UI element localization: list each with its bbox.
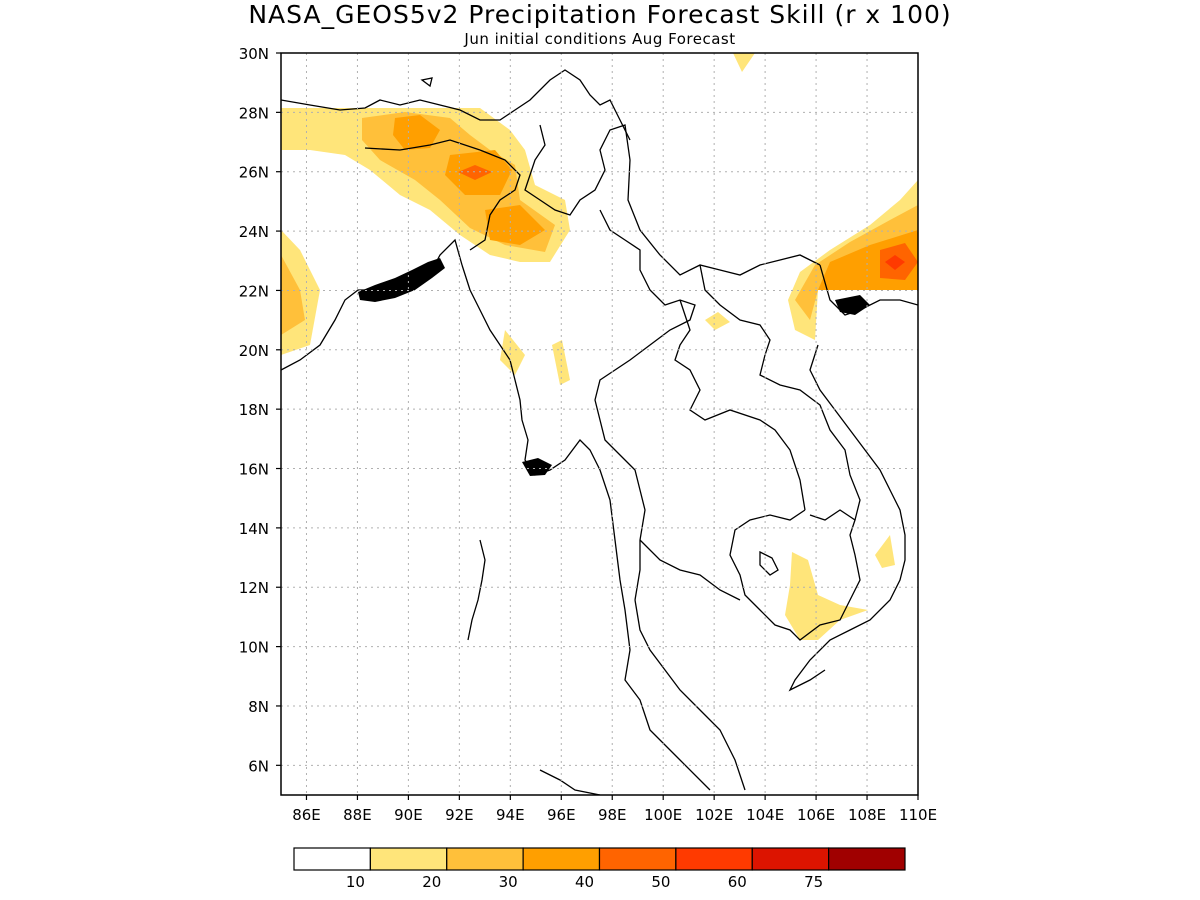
skill-area-10-20-patch-2 [552, 340, 570, 385]
skill-area-10-20-patch [500, 330, 525, 375]
skill-area-10-20-patch-3 [733, 53, 755, 72]
laos-border [699, 264, 861, 521]
skill-area-10-20-south-2 [875, 535, 895, 568]
lat-tick-label: 14N [239, 520, 269, 538]
skill-area-30-40-north-3 [485, 205, 545, 245]
skill-area-50-60-east [885, 255, 905, 270]
red-river-delta [835, 295, 870, 315]
lat-tick-label: 22N [239, 282, 269, 300]
thailand-gulf-coast [634, 599, 746, 791]
lat-tick-label: 26N [239, 164, 269, 182]
myanmar-china-border [524, 124, 821, 276]
colorbar-swatch [522, 847, 601, 871]
lat-tick-label: 6N [248, 757, 269, 775]
colorbar-swatch [675, 847, 753, 871]
skill-area-10-20-south [785, 552, 868, 640]
india-myanmar-border [469, 149, 521, 251]
tonle-sap-lake [759, 550, 779, 576]
bhutan-border [364, 139, 481, 151]
colorbar-swatch [446, 847, 524, 871]
lon-tick-label: 86E [292, 806, 321, 824]
colorbar-label: 10 [346, 873, 365, 891]
ganges-delta [358, 258, 445, 302]
small-island-1 [420, 77, 433, 88]
lon-axis: 86E 88E 90E 92E 94E 96E 98E 100E 102E 104E 106E 108… [292, 795, 937, 824]
lon-tick-label: 104E [746, 806, 784, 824]
lon-tick-label: 94E [496, 806, 525, 824]
colorbar-label: 50 [651, 873, 670, 891]
skill-area-40-50-north [458, 165, 492, 180]
skill-area-20-30-west [281, 255, 305, 335]
lat-tick-label: 8N [248, 698, 269, 716]
irrawaddy-delta [522, 458, 552, 476]
colorbar-label: 20 [422, 873, 441, 891]
map-subtitle: Jun initial conditions Aug Forecast [464, 30, 736, 48]
lon-tick-label: 108E [848, 806, 886, 824]
lat-tick-label: 10N [239, 639, 269, 657]
lon-tick-label: 98E [598, 806, 627, 824]
colorbar-swatch [751, 847, 830, 871]
lon-tick-label: 92E [445, 806, 474, 824]
skill-area-30-40-north [393, 115, 440, 150]
lat-tick-label: 30N [239, 45, 269, 63]
colorbar-label: 30 [499, 873, 518, 891]
lat-tick-label: 20N [239, 342, 269, 360]
lon-tick-label: 90E [394, 806, 423, 824]
lon-tick-label: 88E [343, 806, 372, 824]
map-title: NASA_GEOS5v2 Precipitation Forecast Skil… [248, 0, 952, 29]
colorbar-label: 40 [575, 873, 594, 891]
lat-tick-label: 16N [239, 461, 269, 479]
colorbar-swatch [828, 847, 906, 871]
map-frame [280, 52, 919, 796]
lat-axis: 30N 28N 26N 24N 22N 20N 18N 16N 14N 12N 10N 8N 6N [239, 45, 281, 775]
small-island-2 [539, 769, 601, 795]
colorbar-label: 75 [804, 873, 823, 891]
skill-shading [281, 53, 918, 640]
lat-tick-label: 18N [239, 401, 269, 419]
thailand-laos-border [674, 299, 806, 511]
lat-tick-label: 24N [239, 223, 269, 241]
thailand-inner-gulf [639, 539, 741, 601]
lat-tick-label: 12N [239, 579, 269, 597]
lon-tick-label: 102E [695, 806, 733, 824]
coastlines-borders [281, 69, 918, 795]
lon-tick-label: 96E [547, 806, 576, 824]
lon-tick-label: 100E [644, 806, 682, 824]
himalaya-border [281, 69, 631, 141]
gridlines [281, 53, 918, 795]
lon-tick-label: 110E [899, 806, 937, 824]
colorbar-label: 60 [728, 873, 747, 891]
colorbar-swatch [293, 847, 371, 871]
colorbar: 10 20 30 40 50 60 75 [293, 847, 906, 891]
colorbar-swatch [598, 847, 677, 871]
lon-tick-label: 106E [797, 806, 835, 824]
lat-tick-label: 28N [239, 104, 269, 122]
andaman-islands [467, 539, 486, 641]
skill-area-10-20-patch-4 [705, 312, 730, 330]
myanmar-thailand-border [594, 209, 696, 601]
colorbar-swatch [369, 847, 448, 871]
